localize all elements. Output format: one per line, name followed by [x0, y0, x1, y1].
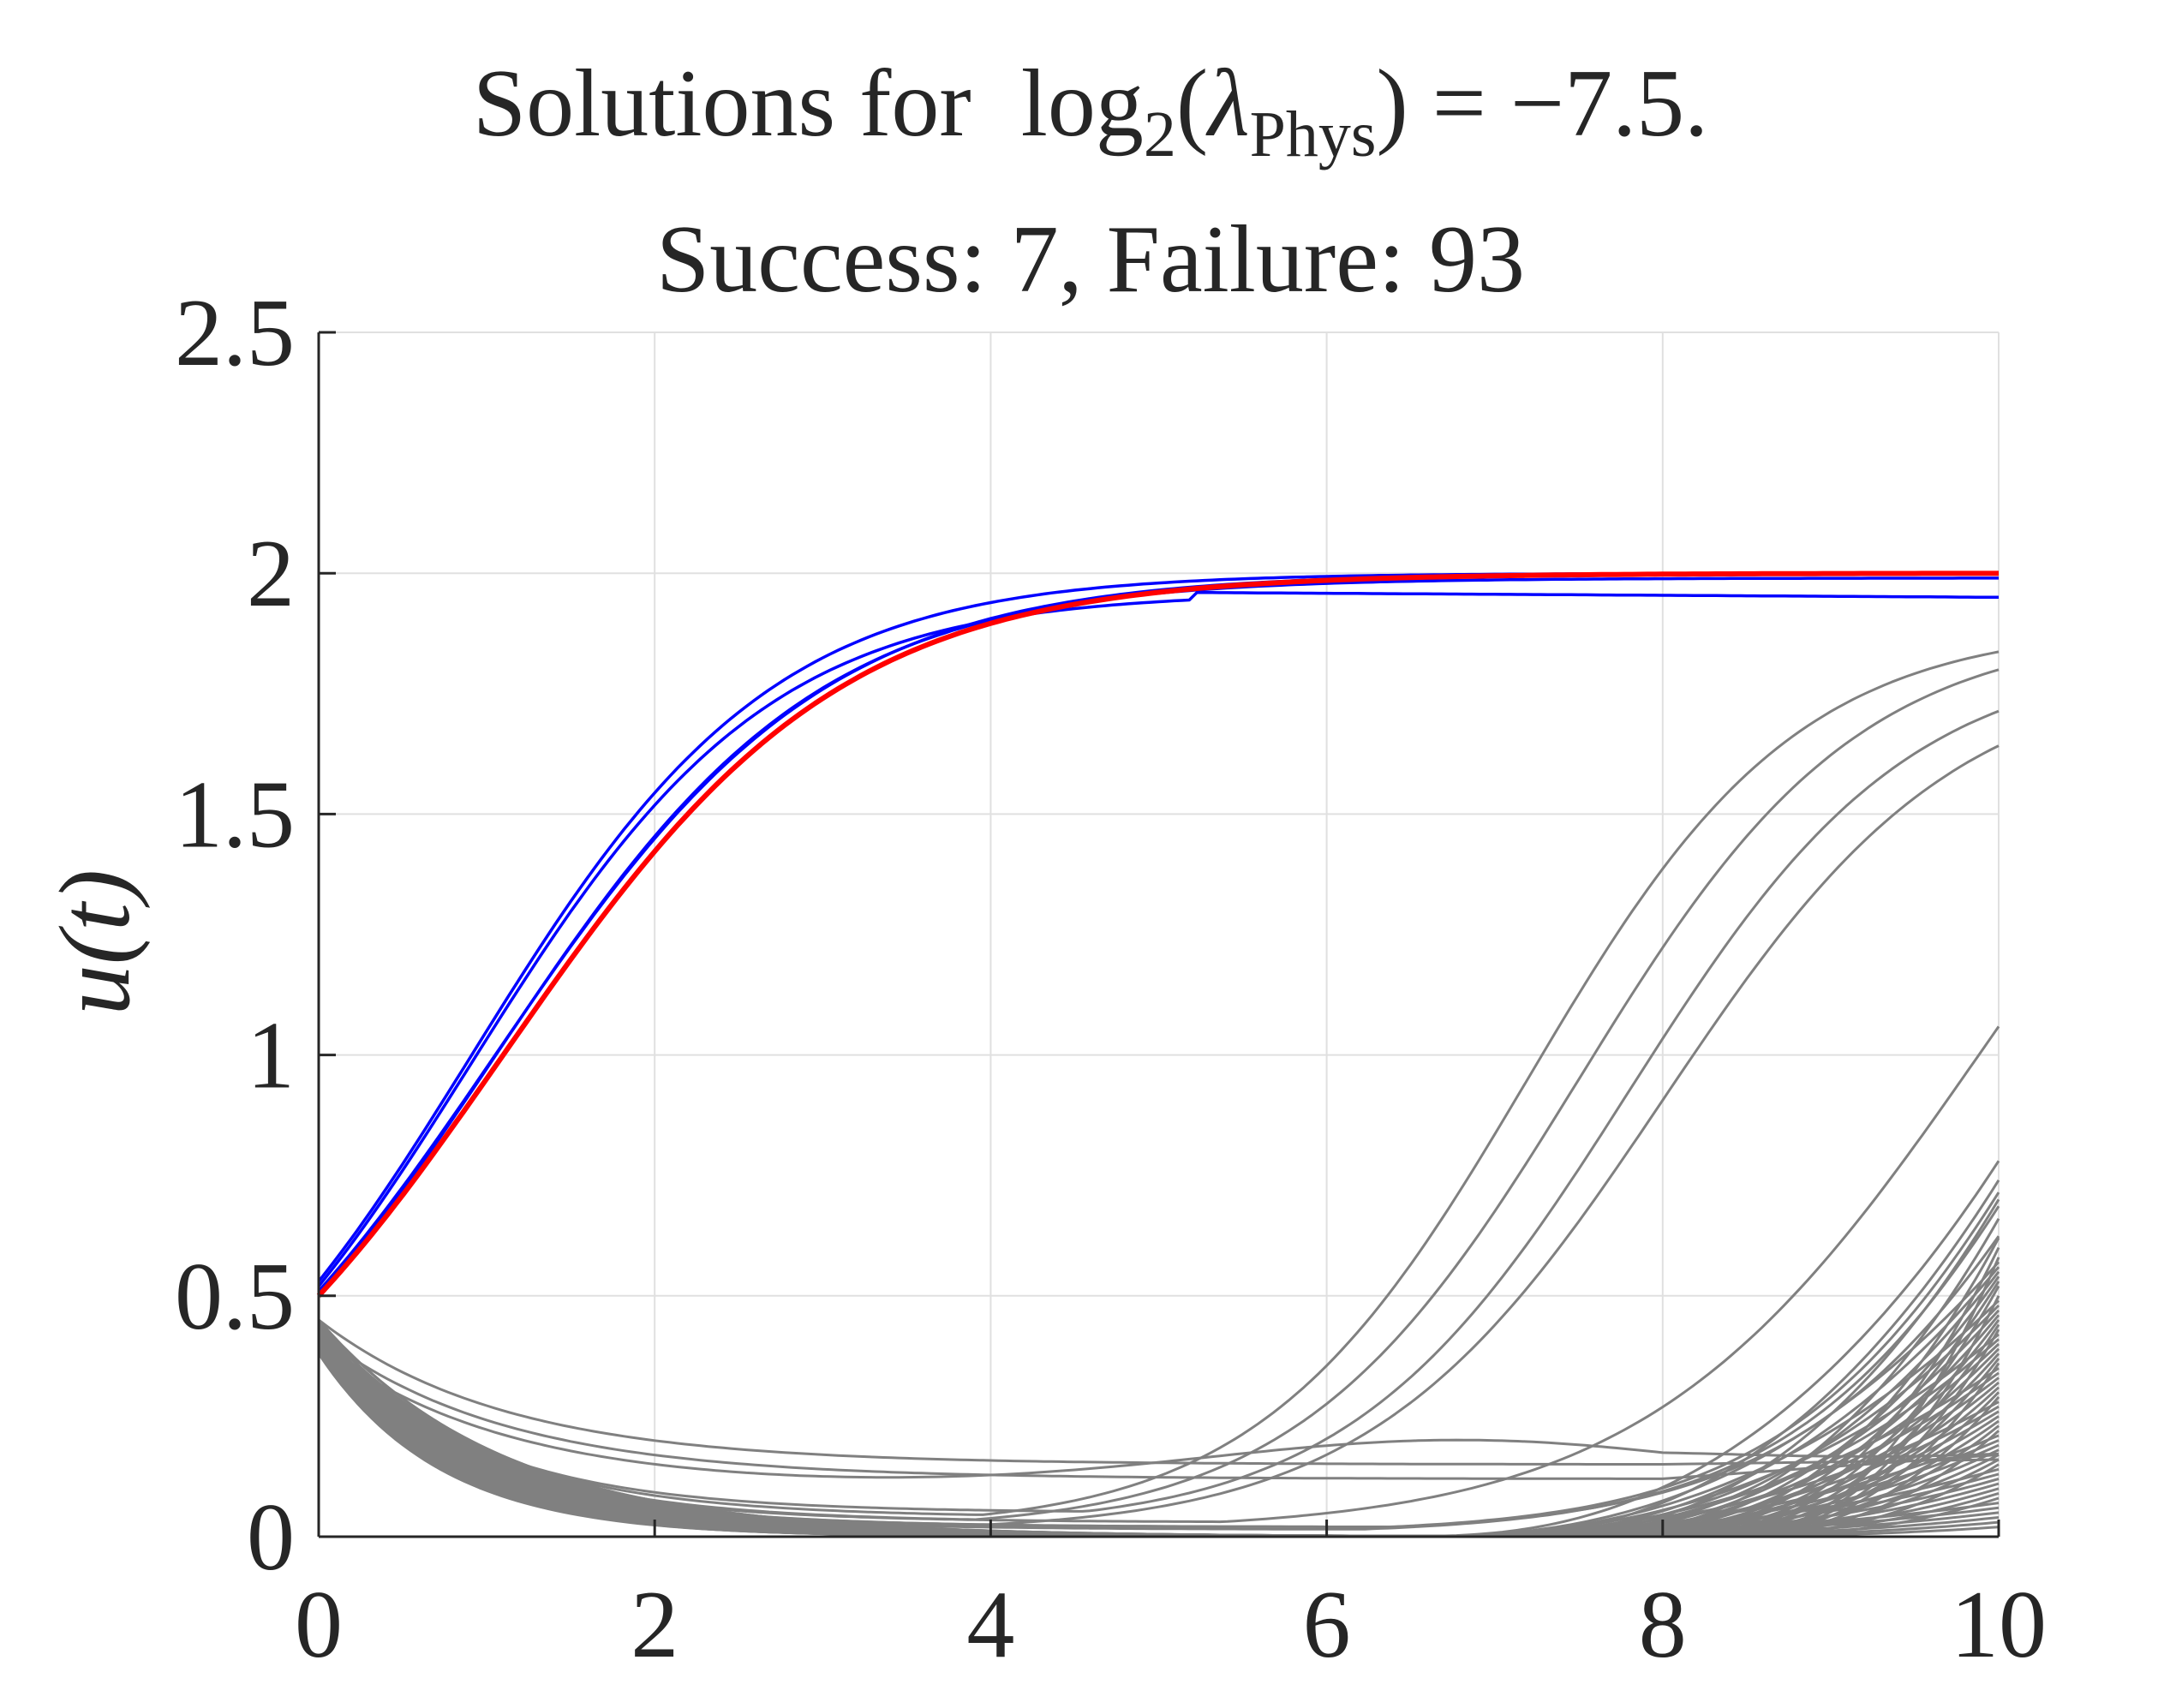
- failure-curve: [317, 650, 2000, 1516]
- reference-curve: [316, 570, 1999, 1298]
- y-tick-label: 0.5: [175, 1244, 295, 1350]
- x-tick-label: 6: [1303, 1572, 1351, 1678]
- failure-curve: [317, 1025, 2000, 1524]
- failure-curve: [317, 709, 2000, 1513]
- grid: [319, 331, 2000, 1537]
- axes: [317, 331, 2000, 1538]
- title-suffix: ) = −7.5.: [1376, 51, 1708, 157]
- y-tick-labels: 0 0.5 1 1.5 2 2.5: [175, 280, 295, 1591]
- failure-curve: [317, 668, 2000, 1521]
- y-tick-label: 0: [247, 1484, 295, 1591]
- x-tick-label: 4: [966, 1572, 1014, 1678]
- x-tick-label: 10: [1951, 1572, 2047, 1678]
- success-curve: [317, 571, 1999, 1282]
- chart-subtitle: Success: 7, Failure: 93: [656, 206, 1525, 313]
- x-tick-label: 0: [295, 1572, 343, 1678]
- title-log: log: [1021, 51, 1144, 157]
- x-tick-label: 2: [631, 1572, 679, 1678]
- title-prefix: Solutions for: [473, 51, 971, 157]
- success-series-group: [317, 571, 1999, 1297]
- chart-title: Solutions for log2(λPhys) = −7.5.: [473, 51, 1708, 170]
- y-tick-label: 2: [247, 521, 295, 627]
- y-tick-label: 1: [247, 1003, 295, 1109]
- failure-series-group: [317, 650, 2000, 1538]
- success-curve: [317, 576, 1999, 1297]
- title-sub-phys: Phys: [1250, 99, 1377, 170]
- title-lambda: λ: [1205, 51, 1250, 157]
- success-curve: [317, 571, 1999, 1293]
- y-tick-label: 2.5: [175, 280, 295, 386]
- y-axis-label: u(t): [39, 869, 151, 1015]
- x-tick-label: 8: [1639, 1572, 1687, 1678]
- title-sub-2: 2: [1144, 99, 1176, 170]
- x-tick-labels: 0 2 4 6 8 10: [295, 1572, 2047, 1678]
- success-curve: [317, 590, 1999, 1287]
- failure-curve: [318, 1342, 2000, 1479]
- title-open-paren: (: [1176, 51, 1208, 157]
- failure-curve: [317, 744, 2000, 1526]
- y-tick-label: 1.5: [175, 761, 295, 868]
- reference-series-group: [316, 570, 1999, 1298]
